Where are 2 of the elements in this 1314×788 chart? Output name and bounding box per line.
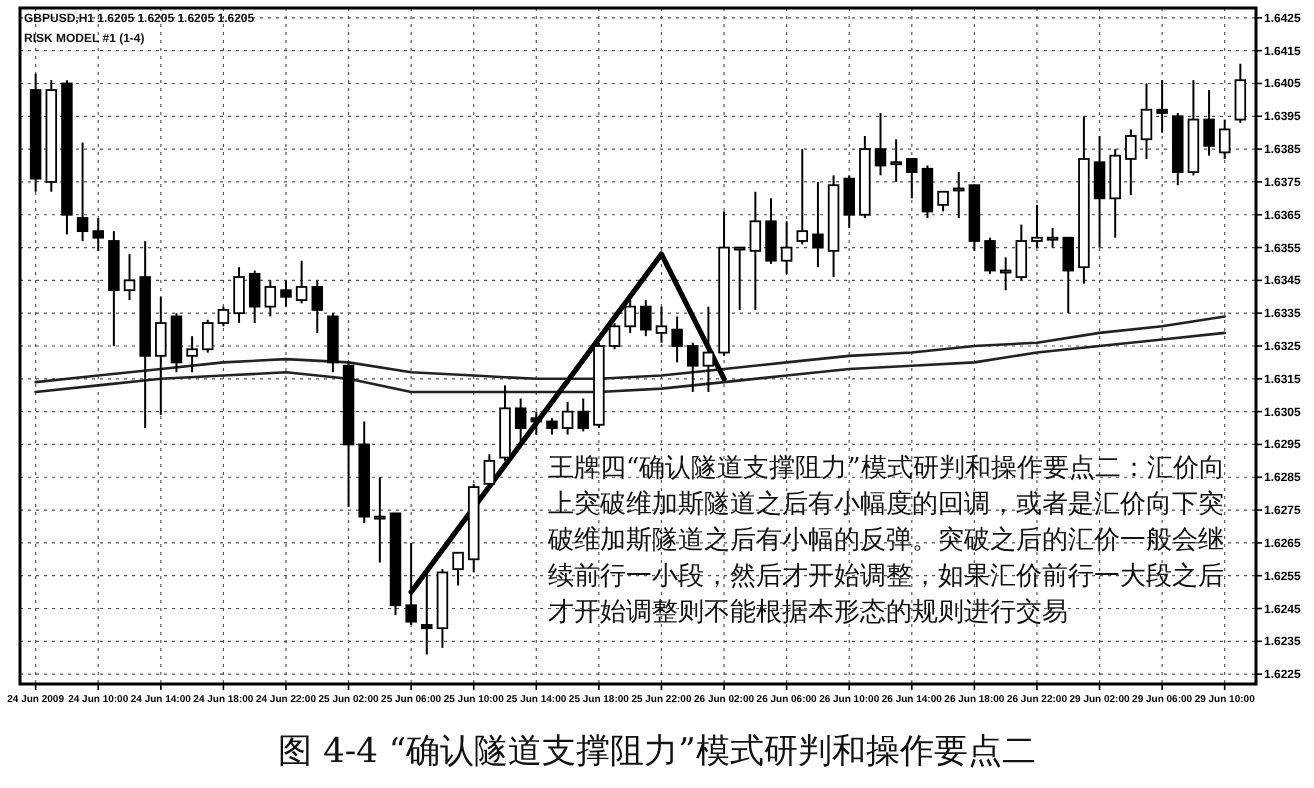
text: 图 4-4 “确认隧道支撑阻力”模式研判和操作要点二 (276, 730, 1038, 774)
annotation: 王牌四“确认隧道支撑阻力”模式研判和操作要点二：汇价向上突破维加斯隧道之后有小幅度的回调，或者是汇价向下突破维加斯隧道之后有小幅的反弹。突破之后的汇价一般会继续前行一小段，然后才开始调整，如果汇价前行一大段之后才开始调整则不能根据本形态的规则进行交易 (548, 452, 1227, 632)
